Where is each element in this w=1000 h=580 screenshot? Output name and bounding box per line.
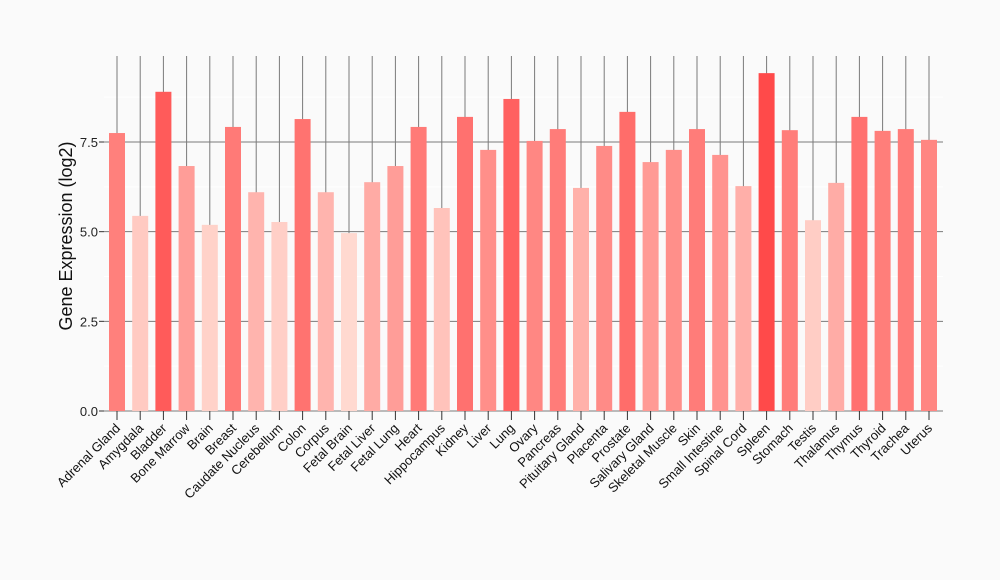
bar xyxy=(457,116,473,411)
bar xyxy=(712,154,729,412)
bar xyxy=(503,98,520,412)
x-tick-label: Liver xyxy=(464,420,495,451)
bar xyxy=(364,182,381,411)
bar xyxy=(201,224,218,411)
bar xyxy=(271,221,288,411)
bar xyxy=(480,149,497,411)
bar xyxy=(596,145,613,412)
bar xyxy=(573,187,589,411)
bar xyxy=(805,220,821,411)
bar xyxy=(410,126,427,411)
bar xyxy=(897,129,914,411)
bar xyxy=(874,130,891,411)
bar xyxy=(619,111,636,411)
bar xyxy=(248,192,265,411)
y-ticks: 0.0 2.5 5.0 7.5 xyxy=(80,135,104,419)
bar xyxy=(758,73,775,412)
bar xyxy=(642,162,659,411)
bar xyxy=(689,129,705,411)
y-axis-label: Gene Expression (log2) xyxy=(56,141,76,330)
y-tick-label: 5.0 xyxy=(80,225,98,240)
bar xyxy=(132,215,149,411)
bar xyxy=(294,119,311,411)
bar xyxy=(155,91,172,411)
bars xyxy=(109,73,937,412)
bar xyxy=(526,140,543,411)
bar xyxy=(317,192,334,411)
bar xyxy=(828,182,845,411)
bar xyxy=(851,116,868,411)
bar xyxy=(178,166,195,411)
y-tick-label: 2.5 xyxy=(80,314,98,329)
y-tick-label: 0.0 xyxy=(80,404,98,419)
y-tick-label: 7.5 xyxy=(80,135,98,150)
bar xyxy=(109,133,125,412)
bar xyxy=(781,130,798,411)
bar xyxy=(921,139,937,411)
bar xyxy=(341,233,357,411)
bar xyxy=(665,149,682,411)
bar xyxy=(735,186,752,411)
bar xyxy=(387,166,404,411)
bar xyxy=(225,126,241,411)
bar xyxy=(433,207,450,411)
bar xyxy=(549,129,566,411)
